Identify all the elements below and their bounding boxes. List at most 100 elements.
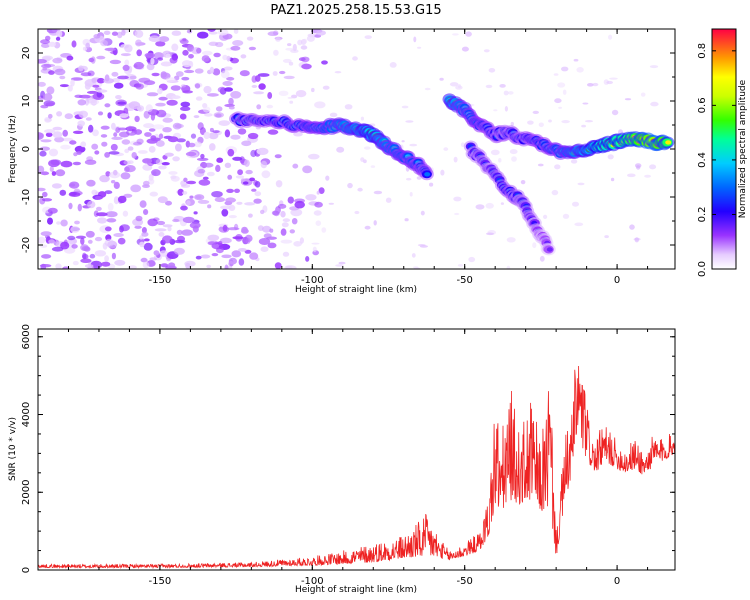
- spectrogram-noise-cell: [240, 178, 246, 183]
- spectrogram-noise-cell: [111, 180, 116, 184]
- spectrogram-noise-cell: [266, 104, 274, 109]
- spectrogram-noise-cell: [81, 246, 90, 251]
- spectrogram-noise-cell: [424, 87, 431, 91]
- spectrogram-noise-cell: [294, 200, 306, 209]
- spectrogram-noise-cell: [94, 236, 103, 242]
- spectrogram-noise-cell: [113, 196, 119, 205]
- spectrogram-noise-cell: [88, 124, 94, 133]
- spectrogram-noise-cell: [258, 238, 271, 245]
- spectrogram-noise-cell: [254, 191, 262, 197]
- spectrogram-noise-cell: [42, 93, 53, 101]
- spectrogram-noise-cell: [46, 86, 55, 95]
- spectrogram-noise-cell: [207, 204, 212, 209]
- snr-x-tick-label: 0: [614, 576, 620, 587]
- spectrogram-noise-cell: [155, 102, 166, 107]
- spectrogram-noise-cell: [389, 62, 397, 68]
- spectrogram-noise-cell: [328, 202, 334, 205]
- spectrogram-noise-cell: [409, 143, 418, 147]
- spectrogram-noise-cell: [169, 57, 178, 64]
- spectrogram-noise-cell: [406, 177, 412, 181]
- spectrogram-noise-cell: [608, 34, 613, 40]
- spectrogram-noise-cell: [148, 178, 155, 185]
- spectrogram-noise-cell: [485, 84, 493, 89]
- spectrogram-noise-cell: [208, 132, 219, 140]
- spectrogram-noise-cell: [64, 113, 74, 120]
- spectrogram-noise-cell: [253, 198, 262, 204]
- spectrogram-noise-cell: [114, 259, 126, 266]
- spectrogram-noise-cell: [629, 224, 635, 230]
- spectrogram-noise-cell: [124, 59, 130, 66]
- spectrogram-noise-cell: [607, 154, 614, 160]
- spectrogram-noise-cell: [318, 187, 325, 195]
- spectrogram-noise-cell: [244, 249, 252, 254]
- spectrogram-noise-cell: [67, 235, 76, 241]
- spectrogram-noise-cell: [226, 76, 235, 81]
- spectrogram-noise-cell: [275, 37, 281, 42]
- spectrogram-y-tick-label: 10: [21, 95, 32, 108]
- spectrogram-noise-cell: [110, 51, 118, 55]
- spectrogram-noise-cell: [220, 70, 230, 79]
- spectrogram-noise-cell: [585, 120, 593, 123]
- spectrogram-noise-cell: [149, 257, 157, 261]
- spectrogram-noise-cell: [256, 147, 269, 155]
- spectrogram-noise-cell: [248, 213, 253, 218]
- spectrogram-noise-cell: [211, 191, 223, 198]
- spectrogram-noise-cell: [336, 146, 345, 153]
- spectrogram-noise-cell: [51, 246, 64, 252]
- snr-x-tick-label: -100: [301, 576, 324, 587]
- spectrogram-noise-cell: [40, 139, 52, 143]
- spectrogram-noise-cell: [182, 60, 192, 68]
- spectrogram-noise-cell: [209, 66, 215, 74]
- spectrogram-noise-cell: [88, 57, 95, 63]
- spectrogram-noise-cell: [157, 57, 164, 61]
- spectrogram-noise-cell: [279, 70, 286, 75]
- spectrogram-noise-cell: [155, 41, 166, 47]
- spectrogram-noise-cell: [230, 134, 241, 140]
- spectrogram-noise-cell: [316, 190, 320, 195]
- spectrogram-noise-cell: [138, 77, 151, 83]
- spectrogram-noise-cell: [94, 195, 103, 200]
- spectrogram-noise-cell: [162, 235, 173, 244]
- spectrogram-noise-cell: [140, 257, 148, 263]
- spectrogram-noise-cell: [573, 58, 579, 62]
- spectrogram-noise-cell: [604, 235, 609, 239]
- spectrogram-noise-cell: [41, 198, 53, 202]
- spectrogram-noise-cell: [200, 254, 211, 259]
- spectrogram-noise-cell: [123, 107, 129, 116]
- spectrogram-noise-cell: [73, 152, 78, 157]
- spectrogram-noise-cell: [55, 36, 61, 41]
- spectrogram-noise-cell: [203, 85, 212, 94]
- spectrogram-noise-cell: [287, 196, 294, 204]
- snr-x-tick-label: -150: [149, 576, 172, 587]
- spectrogram-noise-cell: [224, 87, 234, 92]
- spectrogram-noise-cell: [117, 75, 129, 80]
- spectrogram-noise-cell: [96, 91, 103, 98]
- spectrogram-noise-cell: [281, 222, 289, 228]
- spectrogram-noise-cell: [238, 248, 247, 252]
- spectrogram-noise-cell: [104, 226, 112, 232]
- spectrogram-noise-cell: [113, 169, 118, 176]
- spectrogram-noise-cell: [274, 154, 282, 159]
- spectrogram-noise-cell: [561, 66, 569, 72]
- spectrogram-noise-cell: [104, 152, 110, 158]
- spectrogram-noise-cell: [221, 208, 229, 217]
- spectrogram-noise-cell: [624, 98, 632, 101]
- spectrogram-noise-cell: [234, 188, 240, 193]
- spectrogram-noise-cell: [59, 189, 67, 196]
- spectrogram-noise-cell: [106, 218, 117, 223]
- spectrogram-noise-cell: [250, 149, 257, 158]
- spectrogram-noise-cell: [325, 175, 330, 181]
- spectrogram-noise-cell: [321, 60, 328, 65]
- spectrogram-noise-cell: [206, 93, 219, 97]
- spectrogram-noise-cell: [312, 246, 317, 253]
- spectrogram-noise-cell: [511, 156, 517, 162]
- spectrogram-noise-cell: [180, 101, 191, 108]
- spectrogram-noise-cell: [111, 122, 116, 130]
- spectrogram-noise-cell: [277, 203, 287, 209]
- spectrogram-noise-cell: [59, 75, 66, 80]
- spectrogram-noise-cell: [94, 250, 107, 257]
- spectrogram-noise-cell: [80, 237, 85, 245]
- spectrogram-noise-cell: [41, 43, 50, 48]
- spectrogram-noise-cell: [196, 47, 202, 54]
- spectrogram-noise-cell: [627, 173, 636, 178]
